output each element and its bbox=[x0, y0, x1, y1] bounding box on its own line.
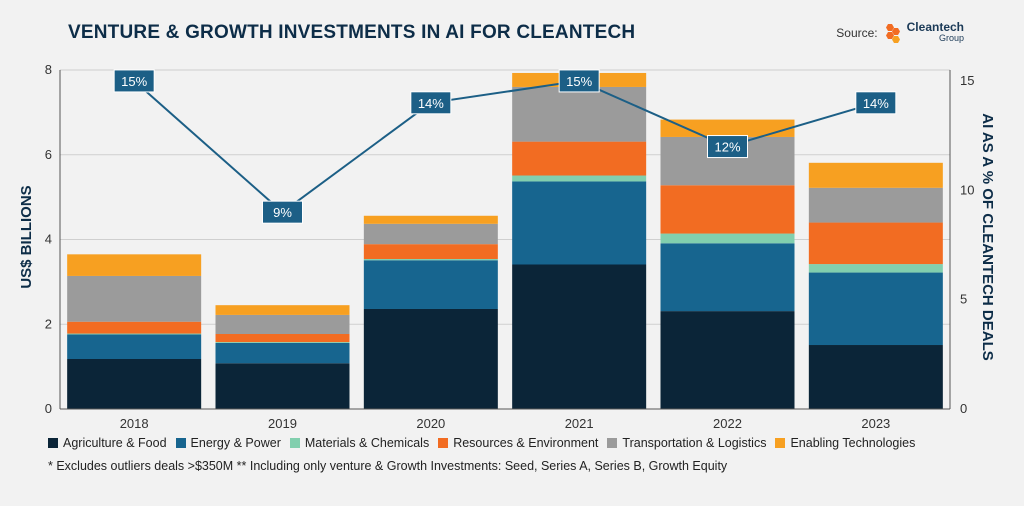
bar-segment bbox=[215, 342, 350, 364]
bar-segment bbox=[363, 308, 498, 409]
percent-data-label: 15% bbox=[121, 74, 147, 89]
legend-item: Materials & Chemicals bbox=[289, 436, 430, 450]
y-tick-label: 6 bbox=[45, 147, 52, 162]
x-tick-label: 2020 bbox=[416, 416, 445, 431]
x-tick-label: 2018 bbox=[120, 416, 149, 431]
legend: Agriculture & Food Energy & Power Material… bbox=[48, 436, 915, 450]
legend-item: Enabling Technologies bbox=[775, 436, 915, 450]
bar-segment bbox=[215, 363, 350, 409]
bar-segment bbox=[512, 175, 647, 182]
y-tick-label: 4 bbox=[45, 232, 52, 247]
cleantech-group-logo: Cleantech Group bbox=[882, 20, 964, 44]
bar-segment bbox=[660, 119, 795, 137]
bar-segment bbox=[215, 314, 350, 334]
percent-data-label-box bbox=[855, 91, 897, 115]
legend-label: Resources & Environment bbox=[453, 436, 599, 450]
legend-label: Transportation & Logistics bbox=[622, 436, 767, 450]
logo-subtitle: Group bbox=[938, 33, 964, 43]
bar-segment bbox=[215, 342, 350, 343]
y-axis-label: US$ BILLIONS bbox=[18, 185, 35, 288]
percent-data-label-box bbox=[707, 135, 748, 159]
legend-swatch bbox=[607, 438, 618, 448]
y2-tick-label: 10 bbox=[960, 182, 974, 197]
legend-swatch bbox=[175, 438, 186, 448]
percent-line: 15% 9% 14% 15% 12% 14% bbox=[113, 69, 897, 224]
bar-segment bbox=[363, 215, 498, 224]
footnote: * Excludes outliers deals >$350M ** Incl… bbox=[48, 459, 728, 473]
bar-segment bbox=[512, 264, 647, 409]
bar-segment bbox=[363, 244, 498, 259]
y-tick-label: 8 bbox=[45, 62, 52, 77]
axes: 0 2 4 6 8 0 5 10 15 2018 2019 2020 2021 2022 2023 bbox=[45, 62, 975, 431]
bar-segment bbox=[67, 333, 202, 335]
bar-segment bbox=[660, 233, 795, 244]
x-tick-label: 2019 bbox=[268, 416, 297, 431]
bar-segment bbox=[660, 311, 795, 409]
logo-name: Cleantech bbox=[906, 20, 964, 34]
y2-axis-label: AI AS A % OF CLEANTECH DEALS bbox=[979, 113, 996, 361]
bar-segment bbox=[67, 275, 202, 322]
legend-swatch bbox=[289, 438, 300, 448]
legend-swatch bbox=[438, 438, 449, 448]
legend-swatch bbox=[48, 438, 58, 448]
bar-segment bbox=[808, 162, 943, 188]
bar-segment bbox=[67, 321, 202, 334]
y-tick-label: 2 bbox=[45, 316, 52, 331]
bar-segment bbox=[808, 345, 943, 409]
legend-label: Agriculture & Food bbox=[63, 436, 167, 450]
bar-segment bbox=[363, 258, 498, 261]
percent-data-label: 9% bbox=[273, 205, 292, 220]
x-tick-label: 2023 bbox=[861, 416, 890, 431]
legend-swatch bbox=[775, 438, 786, 448]
legend-item: Transportation & Logistics bbox=[607, 436, 766, 450]
bar-segment bbox=[808, 264, 943, 273]
bar-segment bbox=[512, 141, 647, 176]
legend-label: Enabling Technologies bbox=[790, 436, 916, 450]
bar-segment bbox=[808, 187, 943, 223]
bar-segment bbox=[808, 222, 943, 265]
percent-data-label-box bbox=[558, 69, 600, 93]
bar-segment bbox=[512, 181, 647, 265]
grid-lines bbox=[60, 69, 950, 325]
percent-data-label: 14% bbox=[863, 96, 889, 111]
percent-line-path bbox=[133, 79, 877, 214]
x-tick-label: 2022 bbox=[713, 416, 742, 431]
source-label: Source: bbox=[836, 26, 878, 40]
y2-tick-label: 0 bbox=[960, 401, 967, 416]
bar-segment bbox=[215, 305, 350, 315]
percent-data-label-box bbox=[113, 69, 155, 93]
percent-data-label: 12% bbox=[714, 140, 740, 155]
bar-segment bbox=[67, 334, 202, 359]
legend-label: Materials & Chemicals bbox=[304, 436, 430, 450]
legend-label: Energy & Power bbox=[190, 436, 281, 450]
bar-segment bbox=[660, 243, 795, 312]
y2-tick-label: 5 bbox=[960, 292, 967, 307]
bars bbox=[67, 72, 943, 409]
legend-item: Resources & Environment bbox=[438, 436, 598, 450]
percent-data-label: 15% bbox=[566, 74, 592, 89]
y-tick-label: 0 bbox=[45, 401, 52, 416]
hexagon-logo-icon bbox=[885, 24, 900, 43]
bar-segment bbox=[512, 86, 647, 142]
chart-title: VENTURE & GROWTH INVESTMENTS IN AI FOR C… bbox=[68, 22, 636, 43]
x-tick-label: 2021 bbox=[565, 416, 594, 431]
bar-segment bbox=[363, 223, 498, 245]
bar-segment bbox=[215, 333, 350, 343]
bar-segment bbox=[67, 254, 202, 276]
source-attribution: Source: Cleantech Group bbox=[836, 20, 964, 44]
percent-data-label: 14% bbox=[418, 96, 444, 111]
legend-item: Agriculture & Food bbox=[48, 436, 167, 450]
bar-segment bbox=[808, 272, 943, 346]
y2-tick-label: 15 bbox=[960, 73, 974, 88]
percent-data-label-box bbox=[262, 200, 303, 224]
bar-segment bbox=[660, 185, 795, 234]
bar-segment bbox=[67, 358, 202, 409]
percent-data-label-box bbox=[410, 91, 452, 115]
legend-item: Energy & Power bbox=[175, 436, 281, 450]
bar-segment bbox=[363, 260, 498, 309]
